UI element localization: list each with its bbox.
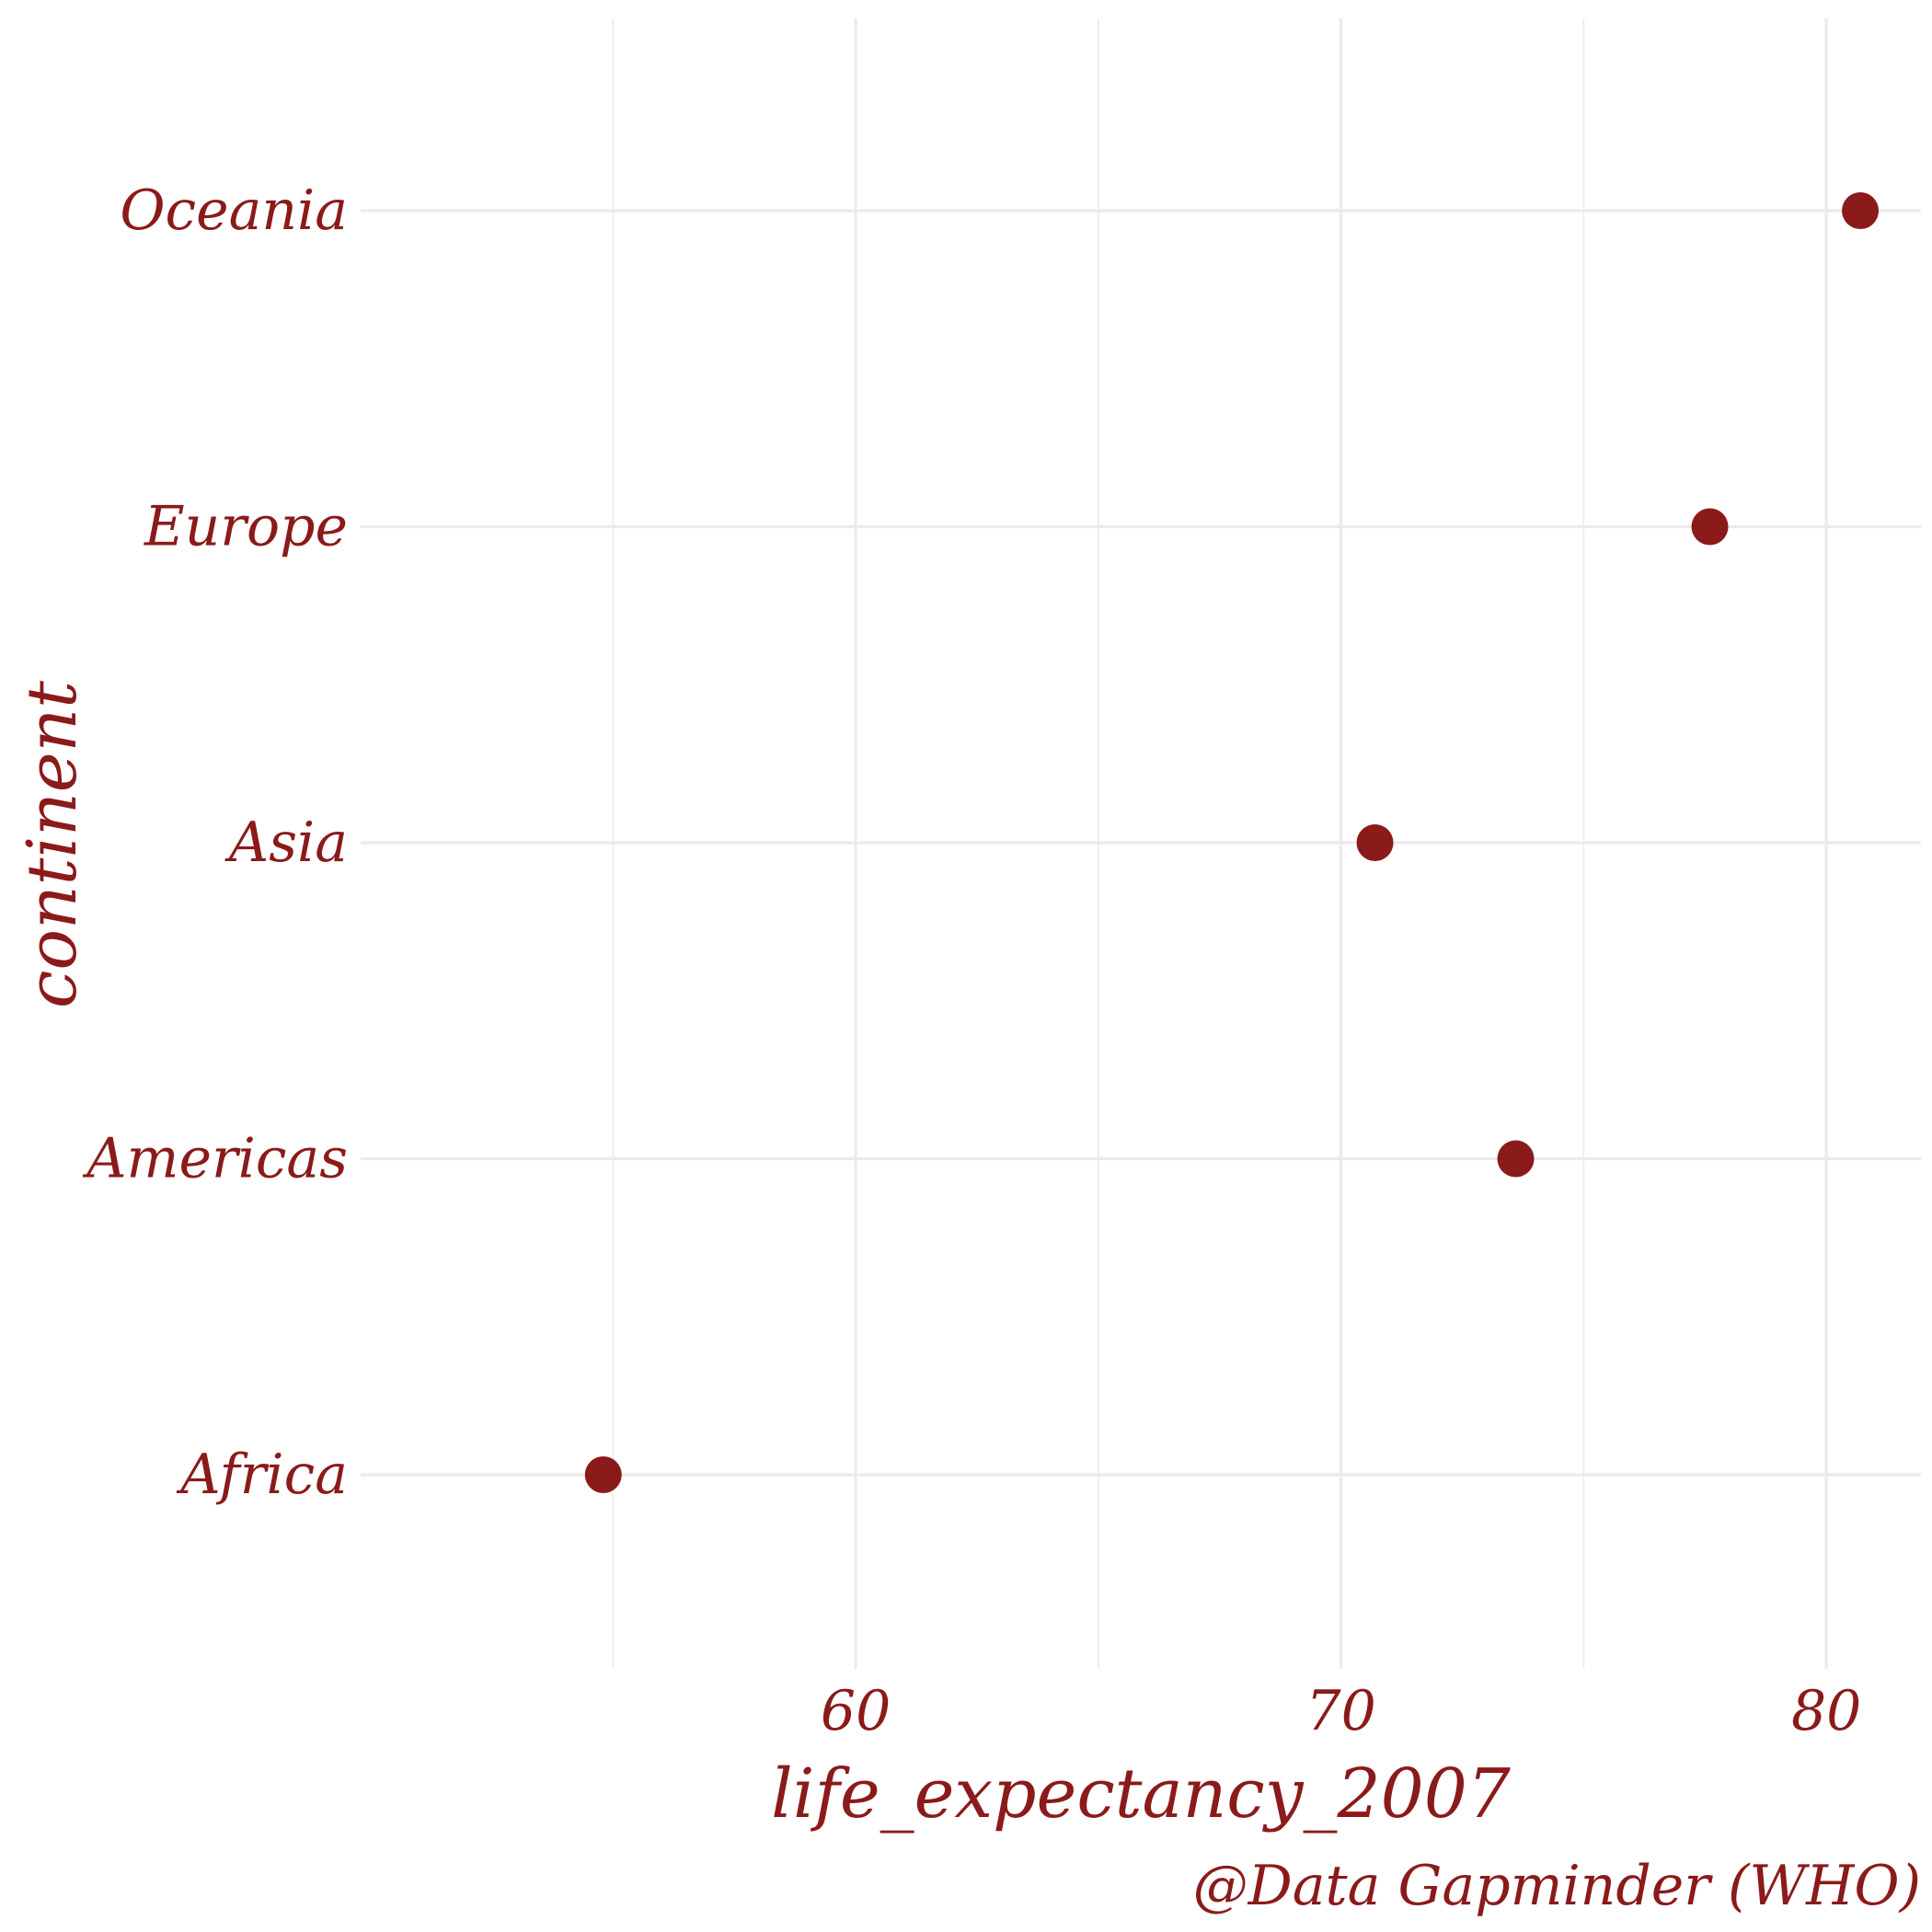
caption: @Data Gapminder (WHO)	[1193, 1854, 1921, 1918]
y-tick-label: Europe	[144, 495, 348, 559]
y-tick-label: Americas	[82, 1127, 348, 1191]
y-tick-label: Oceania	[120, 178, 348, 243]
data-point	[1356, 824, 1394, 861]
data-point	[1842, 192, 1880, 229]
data-points	[584, 192, 1880, 1493]
x-tick-label: 80	[1791, 1679, 1861, 1743]
y-tick-label: Africa	[176, 1443, 348, 1507]
y-axis-title: continent	[13, 681, 92, 1008]
x-tick-label: 70	[1305, 1679, 1375, 1743]
x-axis-title: life_expectancy_2007	[771, 1754, 1511, 1834]
data-point	[584, 1456, 622, 1493]
y-tick-labels: Africa Americas Asia Europe Oceania	[82, 178, 348, 1507]
x-tick-labels: 60 70 80	[821, 1679, 1861, 1743]
y-tick-label: Asia	[224, 811, 348, 875]
x-tick-label: 60	[821, 1679, 891, 1743]
grid-layer	[361, 18, 1921, 1669]
data-point	[1691, 508, 1729, 546]
data-point	[1497, 1140, 1535, 1178]
